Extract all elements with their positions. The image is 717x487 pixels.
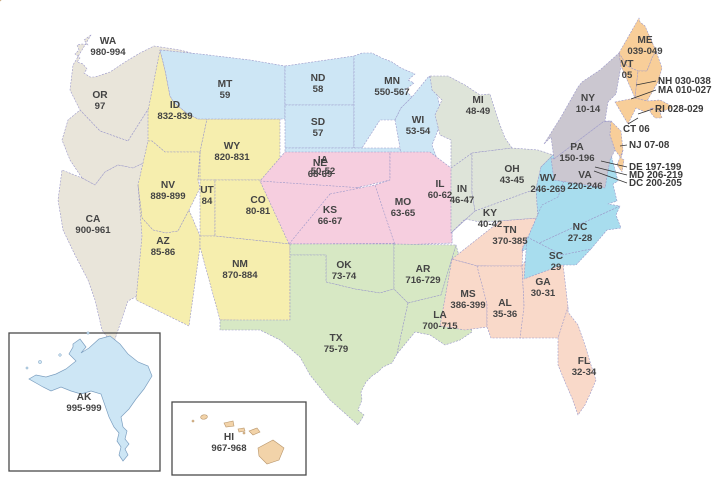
svg-text:550-567: 550-567 [374,87,409,98]
svg-text:84: 84 [202,196,213,207]
svg-text:386-399: 386-399 [450,300,485,311]
svg-text:967-968: 967-968 [211,443,247,454]
svg-text:246-269: 246-269 [530,184,565,195]
svg-text:60-62: 60-62 [428,190,453,201]
svg-text:OH: OH [504,164,519,175]
svg-text:IN: IN [457,184,467,195]
svg-text:UT: UT [200,185,214,196]
svg-text:59: 59 [220,90,231,101]
svg-text:CT 06: CT 06 [623,124,650,135]
svg-text:63-65: 63-65 [391,208,416,219]
svg-text:NC: NC [573,222,588,233]
svg-text:150-196: 150-196 [559,153,594,164]
svg-text:66-67: 66-67 [318,216,343,227]
svg-text:58: 58 [313,84,324,95]
svg-text:NM: NM [232,259,248,270]
svg-text:716-729: 716-729 [405,275,440,286]
svg-text:43-45: 43-45 [500,175,525,186]
svg-text:ND: ND [311,73,326,84]
svg-text:MS: MS [460,289,475,300]
svg-text:RI 028-029: RI 028-029 [655,104,704,115]
svg-text:AL: AL [498,298,512,309]
svg-text:73-74: 73-74 [332,271,357,282]
svg-text:700-715: 700-715 [422,321,458,332]
svg-text:10-14: 10-14 [576,104,601,115]
svg-text:05: 05 [622,70,633,81]
svg-text:MA 010-027: MA 010-027 [658,85,712,96]
svg-text:GA: GA [535,277,551,288]
svg-text:57: 57 [313,128,324,139]
svg-text:27-28: 27-28 [568,233,593,244]
svg-text:75-79: 75-79 [324,344,349,355]
svg-text:NV: NV [161,180,175,191]
svg-text:30-31: 30-31 [531,288,556,299]
svg-text:MI: MI [472,95,483,106]
svg-text:ID: ID [170,100,180,111]
svg-text:WA: WA [100,36,117,47]
svg-text:TN: TN [503,225,517,236]
svg-text:SD: SD [311,117,325,128]
svg-text:97: 97 [95,101,106,112]
svg-text:FL: FL [578,356,590,367]
svg-text:OK: OK [336,260,352,271]
svg-text:832-839: 832-839 [157,111,192,122]
svg-text:889-899: 889-899 [150,191,185,202]
svg-text:SC: SC [549,251,564,262]
svg-text:80-81: 80-81 [246,206,271,217]
svg-text:53-54: 53-54 [406,126,431,137]
svg-text:WV: WV [540,173,557,184]
svg-text:995-999: 995-999 [66,403,101,414]
svg-text:370-385: 370-385 [492,236,528,247]
svg-text:35-36: 35-36 [493,309,518,320]
svg-text:IL: IL [435,179,444,190]
svg-text:29: 29 [551,262,562,273]
svg-text:PA: PA [570,142,584,153]
svg-text:AZ: AZ [156,236,170,247]
svg-text:32-34: 32-34 [572,367,597,378]
svg-text:VT: VT [620,59,634,70]
svg-text:68-69: 68-69 [308,169,333,180]
svg-text:MO: MO [395,197,411,208]
svg-text:40-42: 40-42 [478,219,503,230]
svg-text:ME: ME [637,35,652,46]
svg-text:48-49: 48-49 [466,106,491,117]
svg-text:870-884: 870-884 [222,270,258,281]
svg-text:820-831: 820-831 [214,152,250,163]
svg-text:OR: OR [92,90,108,101]
svg-text:220-246: 220-246 [567,181,602,192]
svg-text:KS: KS [323,205,337,216]
svg-text:AR: AR [416,264,431,275]
svg-text:MN: MN [384,76,400,87]
svg-text:KY: KY [483,208,497,219]
svg-text:WI: WI [412,115,425,126]
svg-text:HI: HI [224,432,234,443]
svg-text:WY: WY [224,141,241,152]
svg-text:LA: LA [433,310,447,321]
svg-text:VA: VA [578,170,592,181]
svg-text:46-47: 46-47 [450,195,475,206]
svg-text:NY: NY [581,93,595,104]
svg-text:980-994: 980-994 [90,47,126,58]
svg-text:DC 200-205: DC 200-205 [629,178,682,189]
svg-text:NJ 07-08: NJ 07-08 [629,140,670,151]
svg-text:85-86: 85-86 [151,247,176,258]
svg-text:900-961: 900-961 [75,225,111,236]
svg-text:039-049: 039-049 [627,46,662,57]
svg-text:CO: CO [250,195,265,206]
svg-text:TX: TX [329,333,342,344]
svg-text:CA: CA [86,214,101,225]
svg-text:NE: NE [313,158,327,169]
svg-text:MT: MT [218,79,233,90]
svg-text:AK: AK [77,392,92,403]
